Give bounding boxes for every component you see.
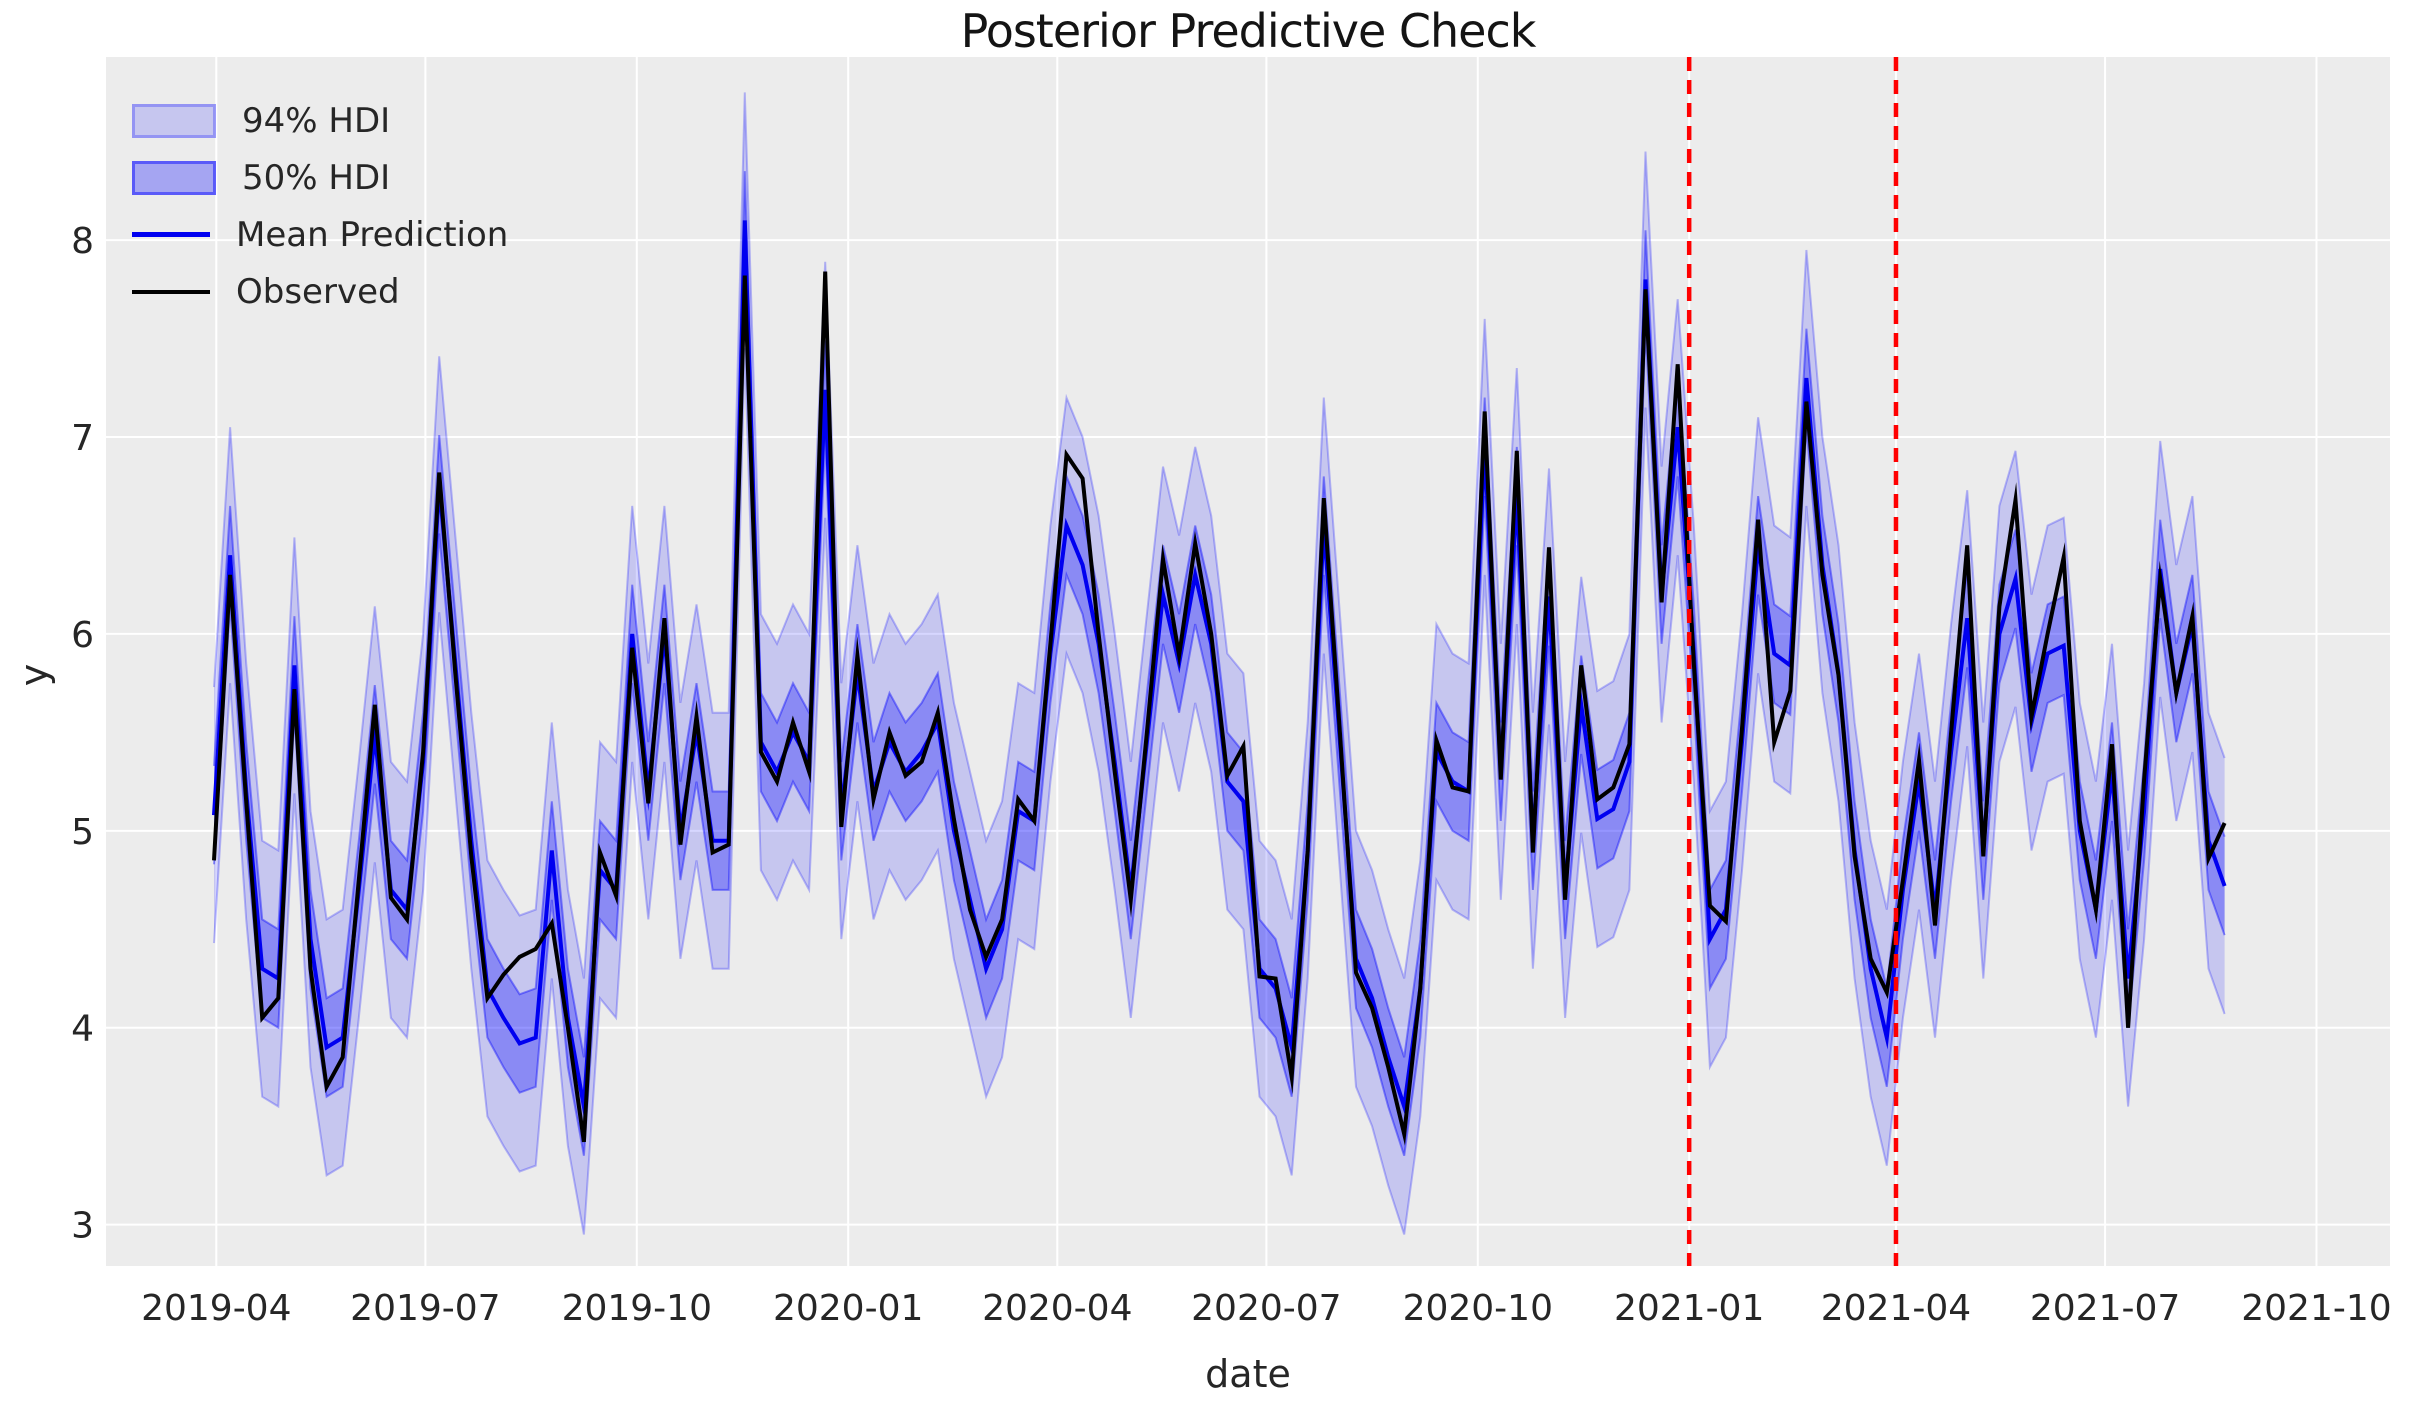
hdi-50-swatch-icon [132,160,216,195]
y-tick-label: 7 [71,418,94,459]
legend-item-94-hdi: 94% HDI [132,92,508,149]
legend-item-observed: Observed [132,263,508,320]
legend: 94% HDI 50% HDI Mean Prediction Observed [132,92,508,320]
y-tick-label: 3 [71,1206,94,1247]
x-tick-label: 2020-01 [773,1288,923,1329]
hdi-94-band-upper-edge [213,92,2226,979]
y-tick-label: 8 [71,221,94,262]
x-tick-label: 2020-04 [982,1288,1132,1329]
legend-label: 94% HDI [242,100,391,141]
legend-label: 50% HDI [242,157,391,198]
hdi-50-band [214,171,2225,1156]
chart-title: Posterior Predictive Check [960,4,1537,58]
observed-line-swatch-icon [132,289,210,294]
plot-background [106,57,2390,1266]
legend-item-mean-prediction: Mean Prediction [132,206,508,263]
y-tick-label: 4 [71,1009,94,1050]
legend-label: Observed [236,271,400,312]
legend-label: Mean Prediction [236,214,509,255]
y-tick-label: 5 [71,812,94,853]
observed-line [212,271,2227,1146]
x-tick-label: 2019-07 [350,1288,500,1329]
x-tick-label: 2021-10 [2241,1288,2391,1329]
legend-item-50-hdi: 50% HDI [132,149,508,206]
x-tick-label: 2021-07 [2030,1288,2180,1329]
hdi-94-band-lower-edge [213,348,2226,1235]
hdi-94-swatch-icon [132,103,216,138]
x-tick-label: 2021-04 [1821,1288,1971,1329]
x-tick-label: 2020-07 [1191,1288,1341,1329]
x-tick-label: 2021-01 [1614,1288,1764,1329]
mean-line-swatch-icon [132,232,210,237]
hdi-94-band [214,92,2225,1235]
tick-labels: 2019-04 2019-07 2019-10 2020-01 2020-04 2020-… [71,221,2392,1329]
x-axis-label: date [1205,1352,1291,1396]
x-tick-label: 2020-10 [1403,1288,1553,1329]
y-axis-label: y [12,663,56,687]
y-tick-label: 6 [71,615,94,656]
x-tick-label: 2019-04 [141,1288,291,1329]
x-tick-label: 2019-10 [562,1288,712,1329]
